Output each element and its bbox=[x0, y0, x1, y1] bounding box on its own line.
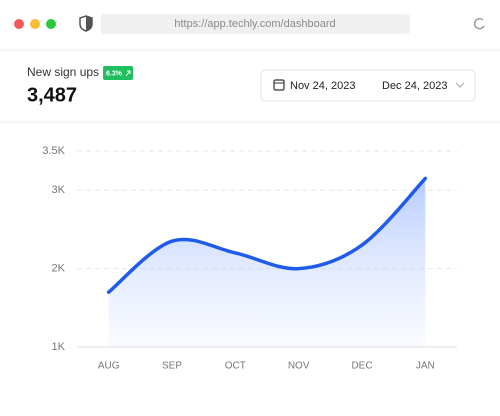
y-tick-label: 3.5K bbox=[42, 145, 65, 157]
x-tick-label: JAN bbox=[416, 361, 435, 372]
x-tick-label: AUG bbox=[98, 361, 120, 372]
close-button[interactable] bbox=[14, 19, 24, 29]
x-tick-label: OCT bbox=[225, 361, 246, 372]
minimize-button[interactable] bbox=[30, 19, 40, 29]
url: https://app.techly.com/dashboard bbox=[174, 18, 335, 30]
address-bar[interactable] bbox=[101, 14, 410, 34]
x-tick-label: DEC bbox=[351, 361, 372, 372]
calendar-icon bbox=[273, 79, 285, 91]
dropdown-chevron[interactable] bbox=[455, 82, 465, 88]
badge bbox=[103, 66, 133, 80]
end-date: Dec 24, 2023 bbox=[382, 80, 447, 92]
date-picker[interactable] bbox=[260, 69, 476, 102]
area bbox=[108, 178, 426, 347]
metric-label: New sign ups bbox=[27, 65, 99, 79]
shield-icon-fill bbox=[86, 16, 92, 31]
line bbox=[106, 176, 428, 294]
metric-value: 3,487 bbox=[27, 84, 77, 106]
x-tick-label: SEP bbox=[162, 361, 182, 372]
start-date: Nov 24, 2023 bbox=[290, 80, 355, 92]
y-tick-label: 1K bbox=[52, 341, 66, 353]
badge-text: 6.3% bbox=[106, 70, 123, 77]
reload-icon[interactable] bbox=[473, 17, 485, 30]
y-tick-label: 2K bbox=[52, 263, 66, 275]
maximize-button[interactable] bbox=[46, 19, 56, 29]
badge-arrow bbox=[125, 70, 131, 77]
y-tick-label: 3K bbox=[52, 184, 66, 196]
x-tick-label: NOV bbox=[288, 361, 310, 372]
